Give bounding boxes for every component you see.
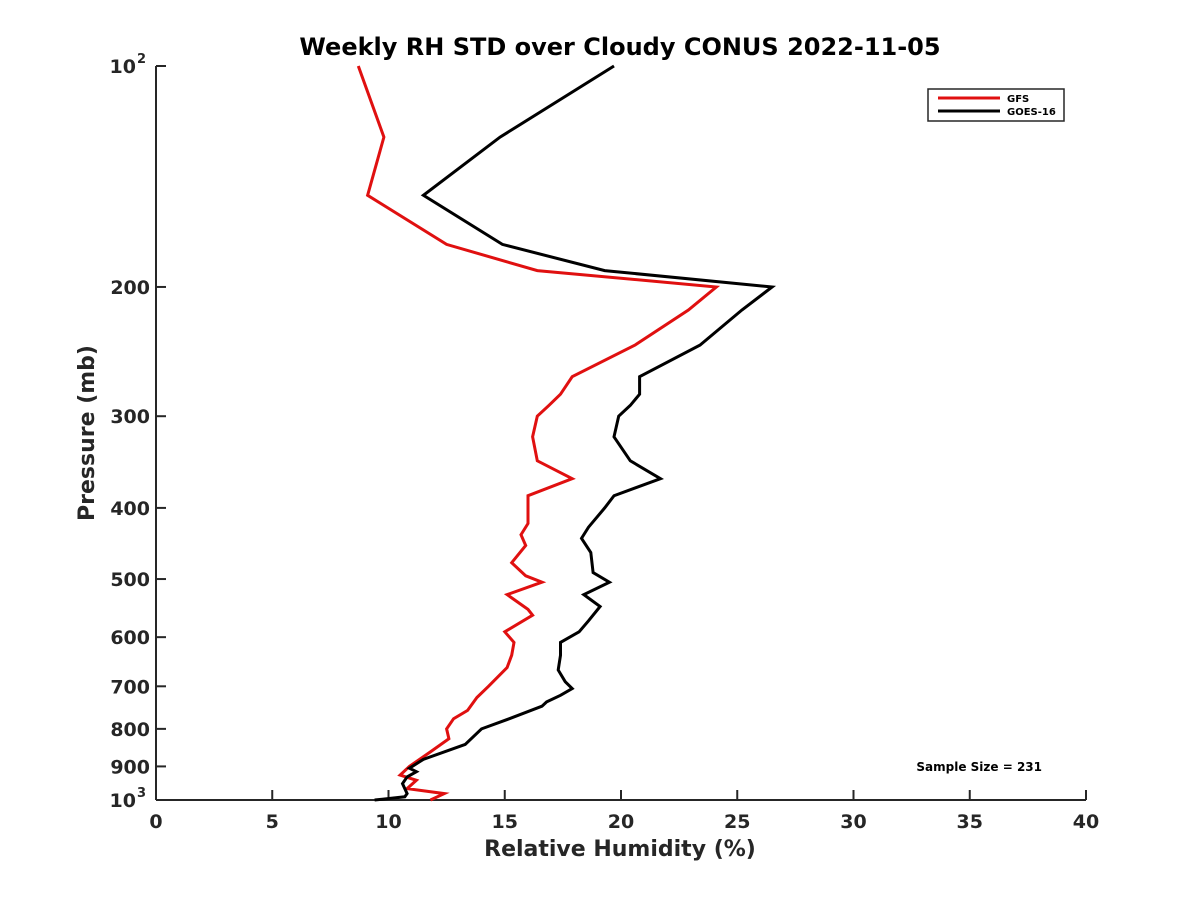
- y-axis-label: Pressure (mb): [75, 345, 100, 521]
- y-tick-label: 600: [110, 627, 150, 649]
- x-axis-label: Relative Humidity (%): [484, 837, 756, 862]
- x-tick-label: 5: [266, 811, 279, 833]
- y-tick-label-exponent: 3: [137, 786, 146, 801]
- legend-entry-label: GOES-16: [1007, 107, 1056, 118]
- series-layer: [356, 64, 777, 802]
- series-line-goes-16: [374, 64, 777, 802]
- y-tick-label: 10: [110, 790, 136, 812]
- x-tick-label: 20: [608, 811, 634, 833]
- y-tick-label-exponent: 2: [137, 52, 146, 67]
- y-tick-label: 800: [110, 719, 150, 741]
- x-tick-label: 15: [492, 811, 518, 833]
- series-line-gfs: [356, 65, 721, 802]
- y-tick-label: 700: [110, 676, 150, 698]
- y-tick-label: 300: [110, 406, 150, 428]
- y-tick-label: 10: [110, 56, 136, 78]
- legend-entry-label: GFS: [1007, 94, 1029, 105]
- sample-size-annotation: Sample Size = 231: [916, 760, 1042, 774]
- y-tick-label: 500: [110, 569, 150, 591]
- legend-box: [927, 88, 1065, 122]
- y-tick-label: 400: [110, 498, 150, 520]
- x-tick-label: 25: [724, 811, 750, 833]
- x-tick-label: 10: [375, 811, 401, 833]
- y-tick-label: 900: [110, 756, 150, 778]
- legend: GFS GOES-16: [927, 88, 1065, 122]
- chart-title: Weekly RH STD over Cloudy CONUS 2022-11-…: [299, 33, 940, 61]
- x-tick-label: 0: [149, 811, 162, 833]
- y-tick-label: 200: [110, 277, 150, 299]
- x-tick-label: 35: [957, 811, 983, 833]
- x-tick-label: 30: [840, 811, 866, 833]
- x-tick-label: 40: [1073, 811, 1099, 833]
